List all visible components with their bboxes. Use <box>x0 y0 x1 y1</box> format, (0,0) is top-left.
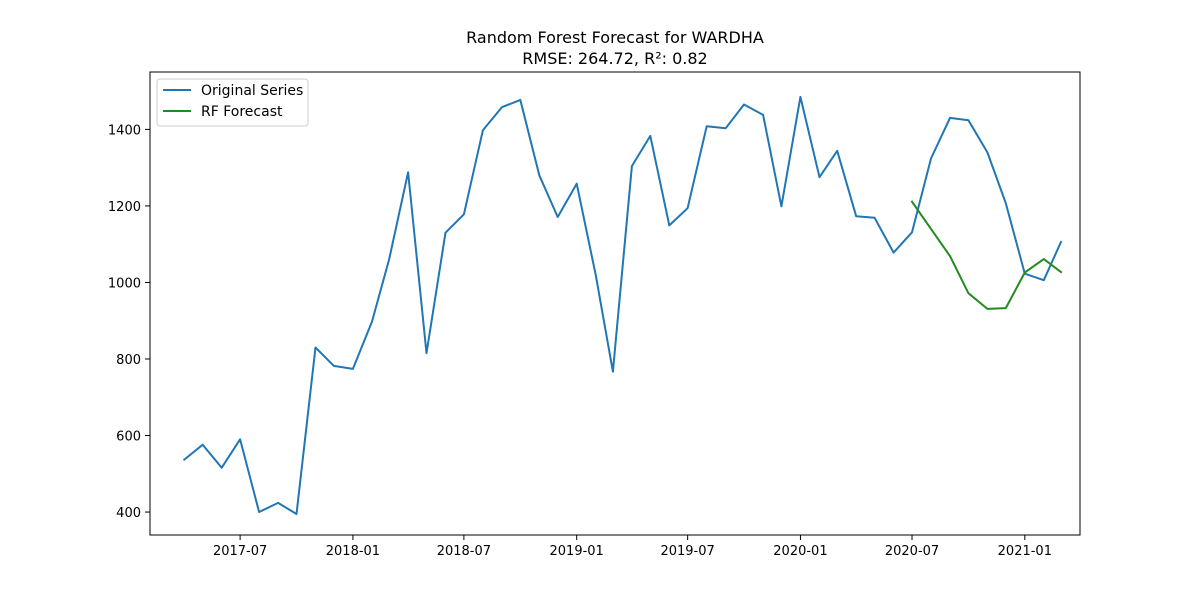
legend-label-original-series: Original Series <box>201 83 303 99</box>
x-tick-label: 2018-07 <box>437 544 491 559</box>
series-line-rf-forecast <box>910 200 1063 310</box>
legend: Original Series RF Forecast <box>156 78 309 127</box>
x-tick-label: 2020-07 <box>885 544 939 559</box>
y-tick-label: 800 <box>116 353 141 368</box>
x-tick-label: 2021-01 <box>998 544 1052 559</box>
x-tick-label: 2020-01 <box>773 544 827 559</box>
x-tick-label: 2018-01 <box>326 544 380 559</box>
x-tick-label: 2019-01 <box>550 544 604 559</box>
chart-subtitle: RMSE: 264.72, R²: 0.82 <box>522 49 707 68</box>
plot-frame <box>149 71 1081 536</box>
y-tick-label: 1000 <box>108 276 141 291</box>
y-tick-label: 1400 <box>108 123 141 138</box>
legend-box <box>156 78 309 127</box>
x-tick-label: 2019-07 <box>660 544 714 559</box>
x-axis: 2017-07 2018-01 2018-07 2019-01 2019-07 2020-… <box>213 535 1052 559</box>
legend-label-rf-forecast: RF Forecast <box>201 104 283 120</box>
y-tick-label: 1200 <box>108 200 141 215</box>
series-line-original-series <box>182 95 1063 515</box>
series-layer <box>182 95 1063 515</box>
y-tick-label: 600 <box>116 430 141 445</box>
x-tick-label: 2017-07 <box>213 544 267 559</box>
y-tick-label: 400 <box>116 506 141 521</box>
y-axis: 400 600 800 1000 1200 1400 <box>108 123 150 521</box>
chart-title: Random Forest Forecast for WARDHA <box>466 28 764 47</box>
